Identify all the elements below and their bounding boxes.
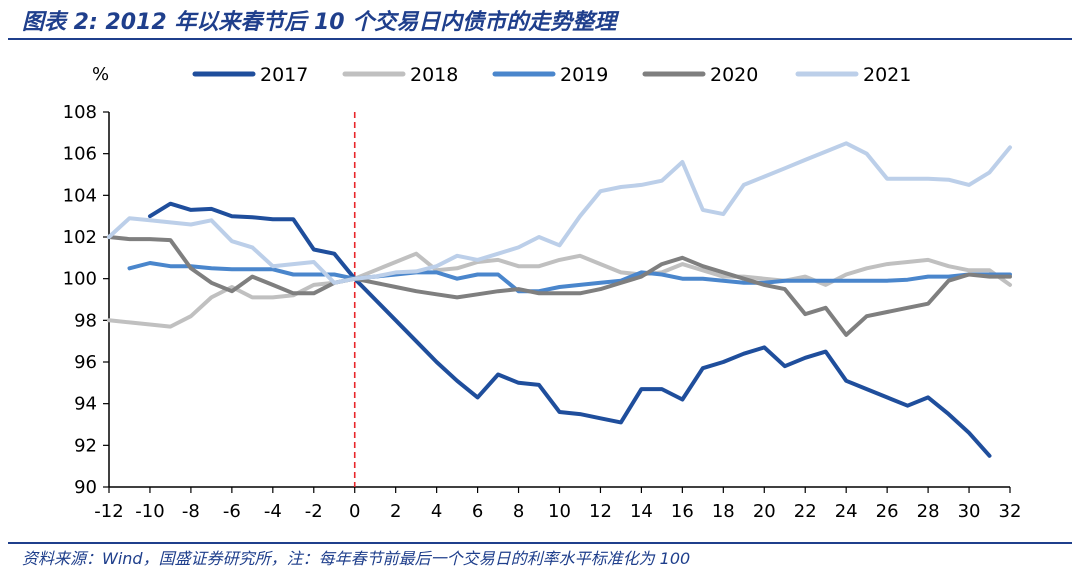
x-tick-label: -6 (223, 501, 241, 522)
title-divider (8, 38, 1072, 40)
series-line-2021 (107, 141, 1012, 285)
footer-divider (8, 542, 1072, 544)
legend-label-2020: 2020 (710, 64, 758, 86)
x-tick-label: -8 (182, 501, 200, 522)
x-tick-label: 4 (431, 501, 442, 522)
legend-label-2017: 2017 (260, 64, 308, 86)
x-tick-label: 0 (349, 501, 360, 522)
legend-label-2021: 2021 (863, 64, 911, 86)
chart-title: 图表 2: 2012 年以来春节后 10 个交易日内债市的走势整理 (22, 10, 617, 35)
x-tick-label: 18 (712, 501, 735, 522)
x-tick-label: 24 (835, 501, 858, 522)
y-tick-label: 94 (74, 394, 97, 415)
x-tick-label: 26 (876, 501, 899, 522)
series-lines (107, 141, 1012, 458)
x-tick-label: 12 (589, 501, 612, 522)
y-tick-label: 100 (63, 269, 97, 290)
legend-label-2018: 2018 (410, 64, 458, 86)
x-tick-label: 20 (753, 501, 776, 522)
x-tick-label: 10 (548, 501, 571, 522)
y-tick-label: 96 (74, 352, 97, 373)
x-tick-label: 28 (917, 501, 940, 522)
x-tick-label: 22 (794, 501, 817, 522)
y-tick-label: 90 (74, 477, 97, 498)
x-tick-label: -2 (305, 501, 323, 522)
x-tick-label: -10 (135, 501, 164, 522)
x-tick-label: 32 (999, 501, 1022, 522)
y-tick-label: 106 (63, 144, 97, 165)
x-tick-label: 2 (390, 501, 401, 522)
y-axis-unit-label: % (92, 64, 109, 85)
x-tick-label: 8 (513, 501, 524, 522)
y-tick-label: 104 (63, 185, 97, 206)
chart-legend: 2017 2018 2019 2020 2021 (192, 64, 911, 86)
y-tick-label: 102 (63, 227, 97, 248)
y-tick-label: 92 (74, 435, 97, 456)
x-tick-label: -4 (264, 501, 282, 522)
legend-label-2019: 2019 (560, 64, 608, 86)
y-tick-label: 108 (63, 102, 97, 123)
x-tick-label: 14 (630, 501, 653, 522)
x-tick-label: 30 (958, 501, 981, 522)
x-tick-label: 6 (472, 501, 483, 522)
x-tick-label: -12 (94, 501, 123, 522)
series-line-2019 (127, 261, 1012, 294)
series-line-2017 (148, 201, 992, 458)
source-note: 资料来源：Wind，国盛证券研究所，注：每年春节前最后一个交易日的利率水平标准化… (22, 549, 691, 568)
series-line-2020 (107, 235, 1012, 337)
y-tick-label: 98 (74, 310, 97, 331)
x-tick-label: 16 (671, 501, 694, 522)
series-line-2018 (107, 251, 1012, 329)
